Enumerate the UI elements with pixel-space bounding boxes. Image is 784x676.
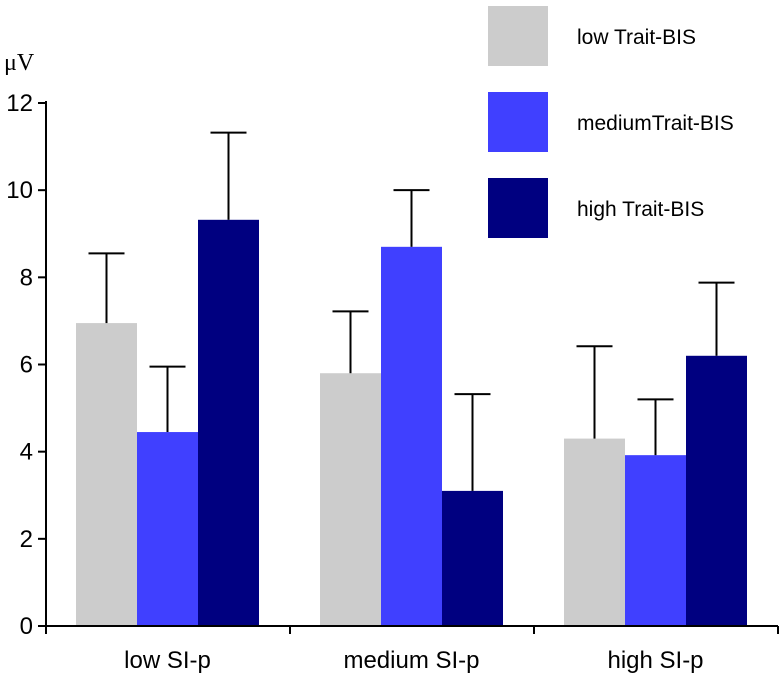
y-tick-label: 0 bbox=[20, 613, 33, 640]
y-tick-label: 2 bbox=[20, 526, 33, 553]
bar bbox=[137, 432, 198, 626]
legend-label: high Trait-BIS bbox=[577, 198, 704, 221]
bar bbox=[198, 219, 259, 626]
y-tick-label: 6 bbox=[20, 352, 33, 379]
legend-label: mediumTrait-BIS bbox=[577, 112, 734, 135]
y-tick-label: 8 bbox=[20, 264, 33, 291]
bar bbox=[625, 455, 686, 626]
x-tick-label: low SI-p bbox=[124, 647, 211, 674]
legend-swatch bbox=[488, 92, 548, 152]
x-tick-label: medium SI-p bbox=[343, 647, 479, 674]
y-tick-label: 4 bbox=[20, 439, 33, 466]
bar bbox=[686, 355, 747, 626]
y-tick-label: 12 bbox=[6, 90, 33, 117]
legend-swatch bbox=[488, 6, 548, 66]
bar bbox=[442, 490, 503, 626]
legend-label: low Trait-BIS bbox=[577, 26, 696, 49]
legend-swatch bbox=[488, 178, 548, 238]
x-tick-label: high SI-p bbox=[607, 647, 703, 674]
bar bbox=[564, 438, 625, 626]
y-tick-label: 10 bbox=[6, 177, 33, 204]
y-axis-unit-label: μV bbox=[4, 50, 35, 76]
bar bbox=[320, 373, 381, 626]
bar bbox=[381, 246, 442, 626]
bar bbox=[76, 323, 137, 626]
